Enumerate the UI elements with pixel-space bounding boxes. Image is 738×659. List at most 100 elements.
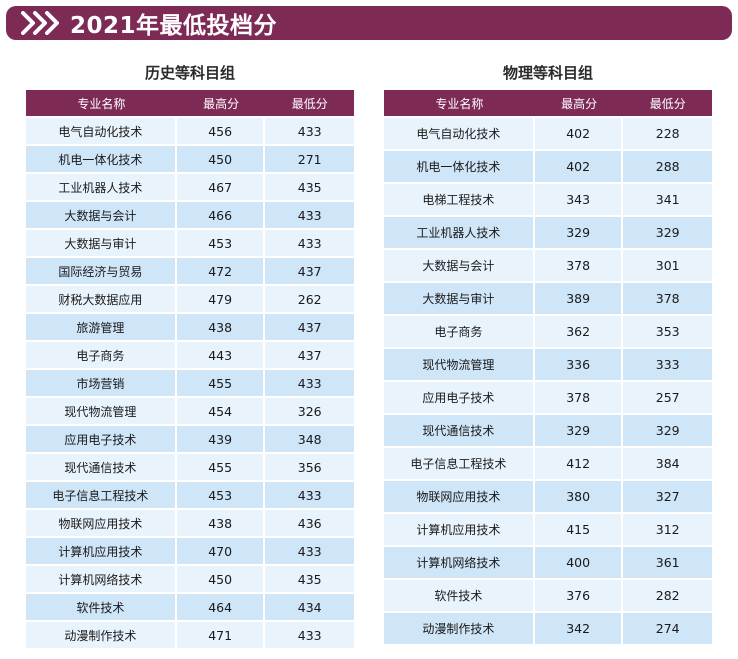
min-score-cell: 274 [623,613,712,644]
major-name-cell: 电子信息工程技术 [384,448,535,479]
table-row: 市场营销 455 433 [26,370,354,396]
max-score-cell: 343 [534,184,624,215]
min-score-cell: 433 [265,538,354,564]
major-name-cell: 电气自动化技术 [26,118,177,144]
min-score-cell: 228 [623,118,712,149]
column-header-major: 专业名称 [26,90,177,116]
major-name-cell: 电梯工程技术 [384,184,535,215]
major-name-cell: 计算机应用技术 [26,538,177,564]
major-name-cell: 动漫制作技术 [26,622,177,648]
column-header-major: 专业名称 [384,90,535,116]
major-name-cell: 计算机网络技术 [384,547,535,578]
table-row: 工业机器人技术 467 435 [26,174,354,200]
max-score-cell: 380 [534,481,624,512]
table-row: 应用电子技术 439 348 [26,426,354,452]
table-row: 现代通信技术 455 356 [26,454,354,480]
max-score-cell: 471 [176,622,266,648]
major-name-cell: 软件技术 [384,580,535,611]
table-row: 计算机网络技术 450 435 [26,566,354,592]
table-row: 动漫制作技术 471 433 [26,622,354,648]
max-score-cell: 456 [176,118,266,144]
major-name-cell: 应用电子技术 [384,382,535,413]
min-score-cell: 437 [265,314,354,340]
major-name-cell: 现代通信技术 [384,415,535,446]
min-score-cell: 356 [265,454,354,480]
max-score-cell: 329 [534,415,624,446]
table-row: 电子商务 362 353 [384,316,712,347]
min-score-cell: 437 [265,342,354,368]
major-name-cell: 旅游管理 [26,314,177,340]
max-score-cell: 438 [176,314,266,340]
column-header-max: 最高分 [534,90,624,116]
major-name-cell: 现代物流管理 [26,398,177,424]
min-score-cell: 434 [265,594,354,620]
table-row: 计算机网络技术 400 361 [384,547,712,578]
min-score-cell: 433 [265,118,354,144]
max-score-cell: 443 [176,342,266,368]
min-score-cell: 433 [265,230,354,256]
min-score-cell: 301 [623,250,712,281]
max-score-cell: 472 [176,258,266,284]
page-header: 2021年最低投档分 [6,6,732,40]
min-score-cell: 433 [265,370,354,396]
min-score-cell: 435 [265,566,354,592]
max-score-cell: 402 [534,151,624,182]
table-row: 计算机应用技术 415 312 [384,514,712,545]
table-row: 现代物流管理 336 333 [384,349,712,380]
max-score-cell: 400 [534,547,624,578]
table-row: 软件技术 376 282 [384,580,712,611]
physics-table-title: 物理等科目组 [502,64,593,82]
major-name-cell: 电子信息工程技术 [26,482,177,508]
max-score-cell: 378 [534,250,624,281]
major-name-cell: 物联网应用技术 [26,510,177,536]
table-row: 机电一体化技术 450 271 [26,146,354,172]
min-score-cell: 312 [623,514,712,545]
max-score-cell: 362 [534,316,624,347]
min-score-cell: 329 [623,217,712,248]
min-score-cell: 433 [265,482,354,508]
table-row: 电梯工程技术 343 341 [384,184,712,215]
max-score-cell: 412 [534,448,624,479]
table-row: 软件技术 464 434 [26,594,354,620]
table-row: 动漫制作技术 342 274 [384,613,712,644]
max-score-cell: 342 [534,613,624,644]
min-score-cell: 437 [265,258,354,284]
max-score-cell: 466 [176,202,266,228]
column-header-max: 最高分 [176,90,266,116]
major-name-cell: 现代物流管理 [384,349,535,380]
table-row: 旅游管理 438 437 [26,314,354,340]
max-score-cell: 467 [176,174,266,200]
table-row: 电子信息工程技术 453 433 [26,482,354,508]
major-name-cell: 市场营销 [26,370,177,396]
min-score-cell: 436 [265,510,354,536]
min-score-cell: 329 [623,415,712,446]
min-score-cell: 341 [623,184,712,215]
min-score-cell: 433 [265,622,354,648]
max-score-cell: 438 [176,510,266,536]
history-table-section: 历史等科目组 专业名称 最高分 最低分 电气自动化技术 456 433 机电一体化技术… [26,62,354,654]
history-score-table: 专业名称 最高分 最低分 电气自动化技术 456 433 机电一体化技术 450 271 工… [26,88,354,650]
table-row: 大数据与审计 453 433 [26,230,354,256]
table-row: 计算机应用技术 470 433 [26,538,354,564]
column-header-min: 最低分 [623,90,712,116]
major-name-cell: 物联网应用技术 [384,481,535,512]
table-row: 大数据与会计 378 301 [384,250,712,281]
table-row: 财税大数据应用 479 262 [26,286,354,312]
column-header-min: 最低分 [265,90,354,116]
max-score-cell: 450 [176,146,266,172]
max-score-cell: 453 [176,230,266,256]
min-score-cell: 435 [265,174,354,200]
min-score-cell: 327 [623,481,712,512]
max-score-cell: 464 [176,594,266,620]
min-score-cell: 384 [623,448,712,479]
table-row: 应用电子技术 378 257 [384,382,712,413]
major-name-cell: 计算机应用技术 [384,514,535,545]
table-row: 大数据与审计 389 378 [384,283,712,314]
table-row: 电气自动化技术 456 433 [26,118,354,144]
major-name-cell: 工业机器人技术 [26,174,177,200]
max-score-cell: 455 [176,370,266,396]
page-title: 2021年最低投档分 [70,13,278,39]
max-score-cell: 336 [534,349,624,380]
max-score-cell: 479 [176,286,266,312]
min-score-cell: 326 [265,398,354,424]
